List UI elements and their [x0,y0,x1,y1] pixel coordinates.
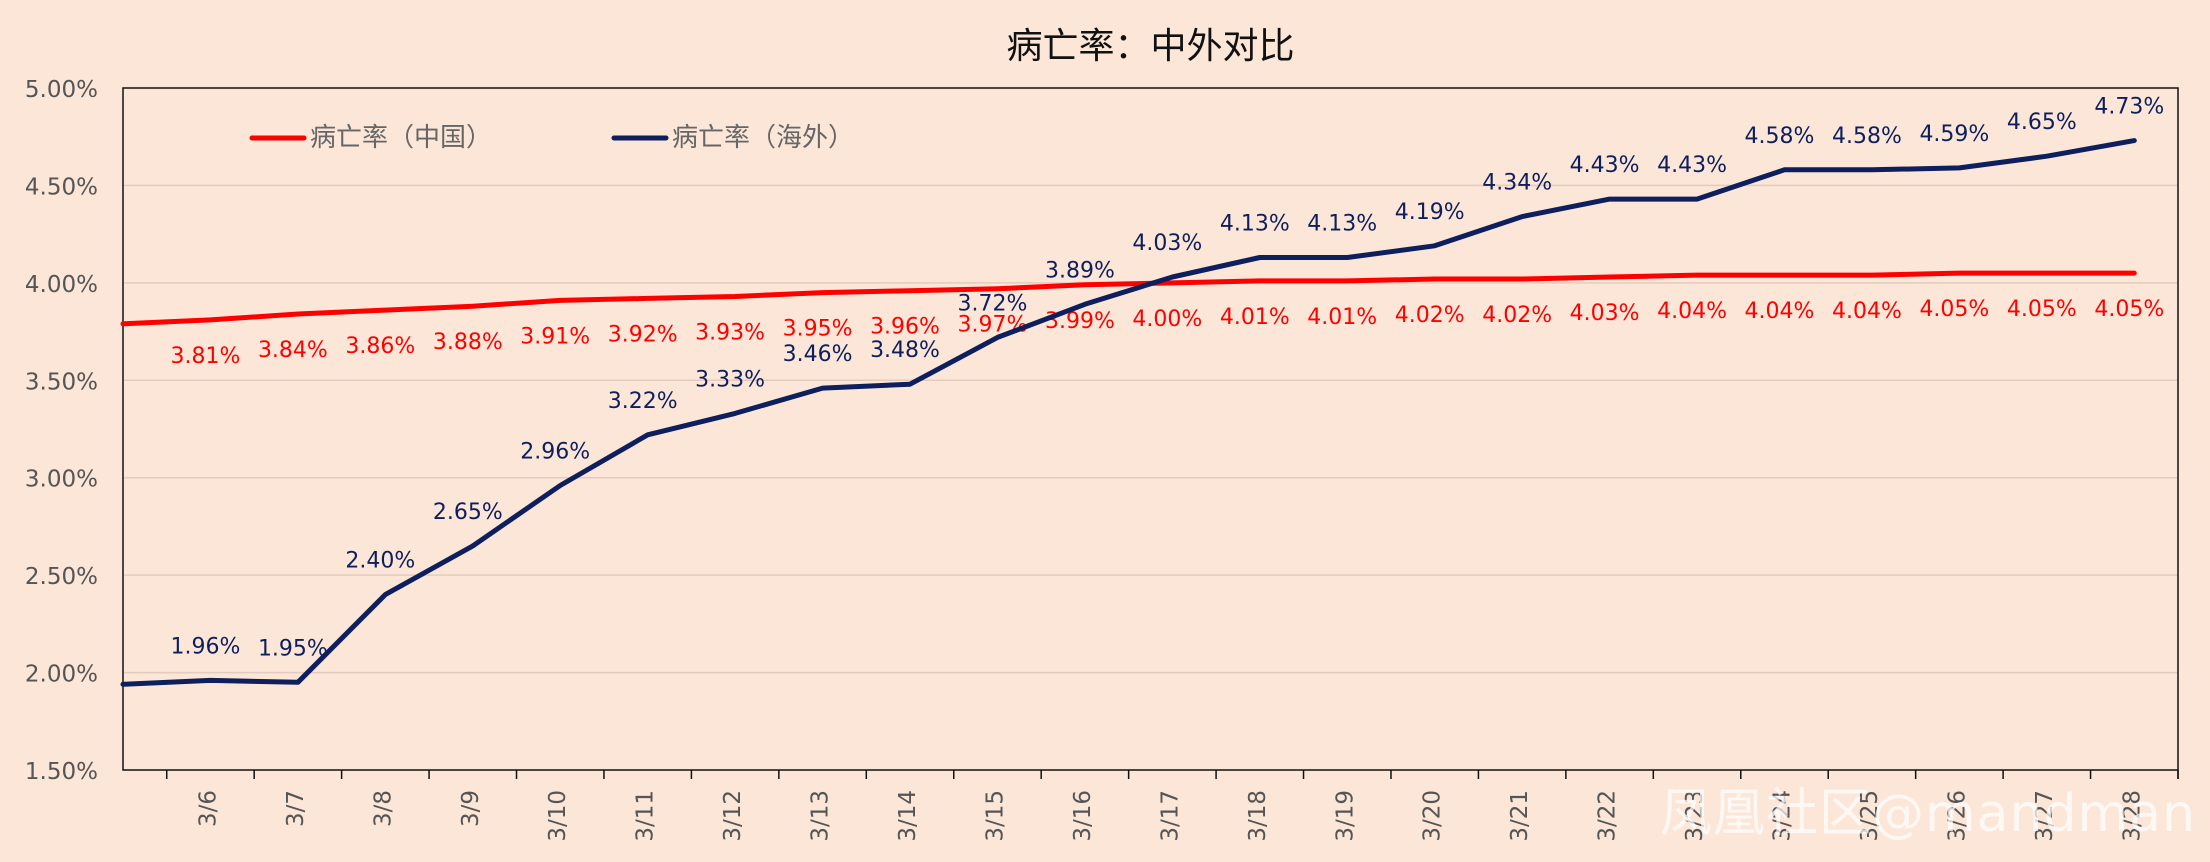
x-tick-label: 3/16 [1070,790,1096,842]
data-label-china: 3.92% [608,322,678,347]
data-label-china: 3.97% [958,313,1028,338]
x-tick-label: 3/11 [633,790,659,842]
data-label-china: 4.00% [1132,307,1202,332]
x-tick-label: 3/8 [370,790,396,827]
data-label-china: 4.04% [1832,299,1902,324]
watermark-text: 凤凰社区@mandman [1660,784,2196,844]
y-tick-label: 4.50% [25,174,98,200]
data-label-overseas: 4.59% [1919,122,1989,147]
x-tick-label: 3/15 [982,790,1008,842]
data-label-china: 3.96% [870,315,940,340]
x-tick-label: 3/28 [2119,790,2145,842]
x-tick-label: 3/20 [1420,790,1446,842]
data-label-overseas: 3.46% [783,342,853,367]
data-label-china: 4.01% [1220,305,1290,330]
x-tick-label: 3/13 [808,790,834,842]
data-label-china: 3.88% [433,330,503,355]
data-label-overseas: 4.03% [1132,231,1202,256]
data-label-china: 3.91% [520,324,590,349]
data-label-overseas: 2.96% [520,440,590,465]
y-tick-label: 2.50% [25,564,98,590]
data-label-overseas: 3.48% [870,338,940,363]
x-tick-label: 3/25 [1857,790,1883,842]
data-label-overseas: 4.13% [1307,212,1377,237]
x-tick-label: 3/22 [1595,790,1621,842]
data-label-overseas: 3.89% [1045,258,1115,283]
y-tick-label: 5.00% [25,77,98,103]
series-line-china [120,270,2137,327]
data-label-overseas: 2.65% [433,500,503,525]
x-tick-label: 3/9 [458,790,484,827]
data-label-overseas: 3.33% [695,367,765,392]
data-label-china: 3.84% [258,338,328,363]
data-label-overseas: 2.40% [345,549,415,574]
x-tick-label: 3/12 [720,790,746,842]
x-tick-label: 3/6 [195,790,221,827]
y-tick-label: 2.00% [25,662,98,688]
series-line-overseas [120,138,2137,687]
data-label-china: 3.93% [695,320,765,345]
x-tick-label: 3/27 [2032,790,2058,842]
data-label-china: 4.02% [1482,303,1552,328]
x-tick-label: 3/7 [283,790,309,827]
data-label-china: 4.04% [1657,299,1727,324]
data-label-overseas: 4.19% [1395,200,1465,225]
x-tick-label: 3/26 [1944,790,1970,842]
data-label-overseas: 4.65% [2007,110,2077,135]
data-label-overseas: 4.34% [1482,171,1552,196]
data-label-china: 3.95% [783,317,853,342]
x-tick-label: 3/23 [1682,790,1708,842]
data-label-china: 4.02% [1395,303,1465,328]
data-label-overseas: 4.58% [1745,124,1815,149]
data-label-overseas: 3.72% [958,291,1028,316]
data-label-overseas: 4.73% [2094,95,2164,120]
data-label-overseas: 4.13% [1220,212,1290,237]
data-label-overseas: 4.43% [1657,153,1727,178]
plot-border [122,87,2179,771]
data-label-china: 3.99% [1045,309,1115,334]
data-label-china: 3.81% [171,344,241,369]
data-label-china: 4.05% [1919,297,1989,322]
data-label-china: 4.03% [1570,301,1640,326]
data-label-overseas: 1.96% [171,634,241,659]
data-label-china: 3.86% [345,334,415,359]
data-label-china: 4.04% [1745,299,1815,324]
y-tick-label: 3.50% [25,369,98,395]
data-label-overseas: 1.95% [258,636,328,661]
x-tick-label: 3/19 [1332,790,1358,842]
x-tick-label: 3/17 [1157,790,1183,842]
data-label-overseas: 3.22% [608,389,678,414]
data-label-overseas: 4.43% [1570,153,1640,178]
x-tick-label: 3/24 [1769,790,1795,842]
data-label-china: 4.01% [1307,305,1377,330]
chart-title: 病亡率：中外对比 [1006,26,1294,67]
y-tick-label: 4.00% [25,272,98,298]
y-tick-label: 3.00% [25,467,98,493]
x-tick-label: 3/14 [895,790,921,842]
x-tick-label: 3/18 [1245,790,1271,842]
data-label-china: 4.05% [2007,297,2077,322]
data-label-china: 4.05% [2094,297,2164,322]
y-tick-label: 1.50% [25,759,98,785]
data-label-overseas: 4.58% [1832,124,1902,149]
legend-china-label: 病亡率（中国） [310,123,492,153]
x-tick-label: 3/10 [545,790,571,842]
legend-overseas-label: 病亡率（海外） [672,123,854,153]
x-tick-label: 3/21 [1507,790,1533,842]
